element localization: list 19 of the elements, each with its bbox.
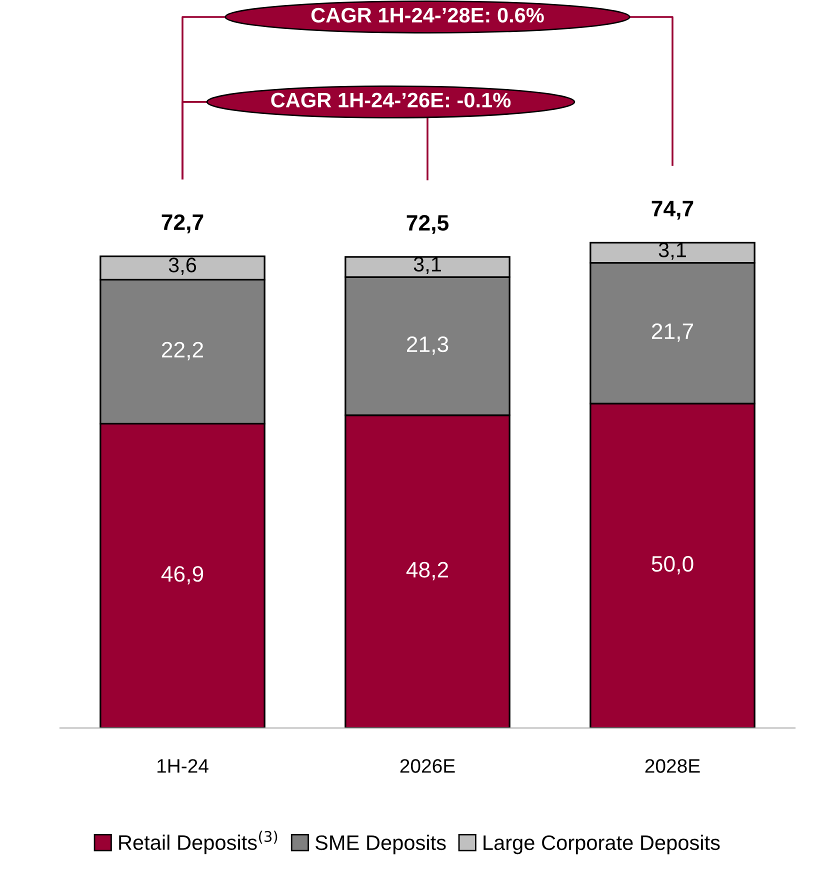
data-label: 3,6 bbox=[168, 258, 196, 275]
legend-label: SME Deposits bbox=[315, 834, 446, 854]
data-label: 21,7 bbox=[652, 323, 694, 342]
legend-label: Large Corporate Deposits bbox=[484, 834, 720, 854]
data-label: 22,2 bbox=[162, 342, 204, 360]
legend-label: Retail Deposits$^{(3)}$ bbox=[119, 830, 278, 854]
data-label: 21,3 bbox=[406, 336, 448, 355]
x-tick-label: 2028E bbox=[645, 759, 700, 773]
data-label: 48,2 bbox=[406, 562, 448, 580]
x-tick-label: 1H-24 bbox=[158, 759, 208, 773]
data-label: 46,9 bbox=[161, 566, 204, 584]
data-label: 50,0 bbox=[652, 556, 694, 574]
text: CAGR 1H-24-’28E: 0.6% bbox=[311, 8, 544, 23]
total-label: 72,5 bbox=[406, 214, 449, 234]
data-label: 3,1 bbox=[414, 256, 441, 274]
total-label: 72,7 bbox=[162, 214, 204, 234]
x-tick-label: 2026E bbox=[400, 759, 455, 773]
total-label: 74,7 bbox=[652, 200, 694, 220]
text: CAGR 1H-24-’26E: -0.1% bbox=[271, 92, 511, 108]
